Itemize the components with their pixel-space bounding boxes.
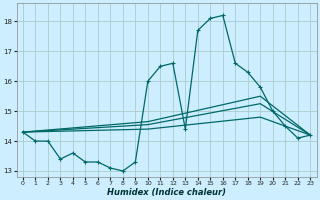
- X-axis label: Humidex (Indice chaleur): Humidex (Indice chaleur): [107, 188, 226, 197]
